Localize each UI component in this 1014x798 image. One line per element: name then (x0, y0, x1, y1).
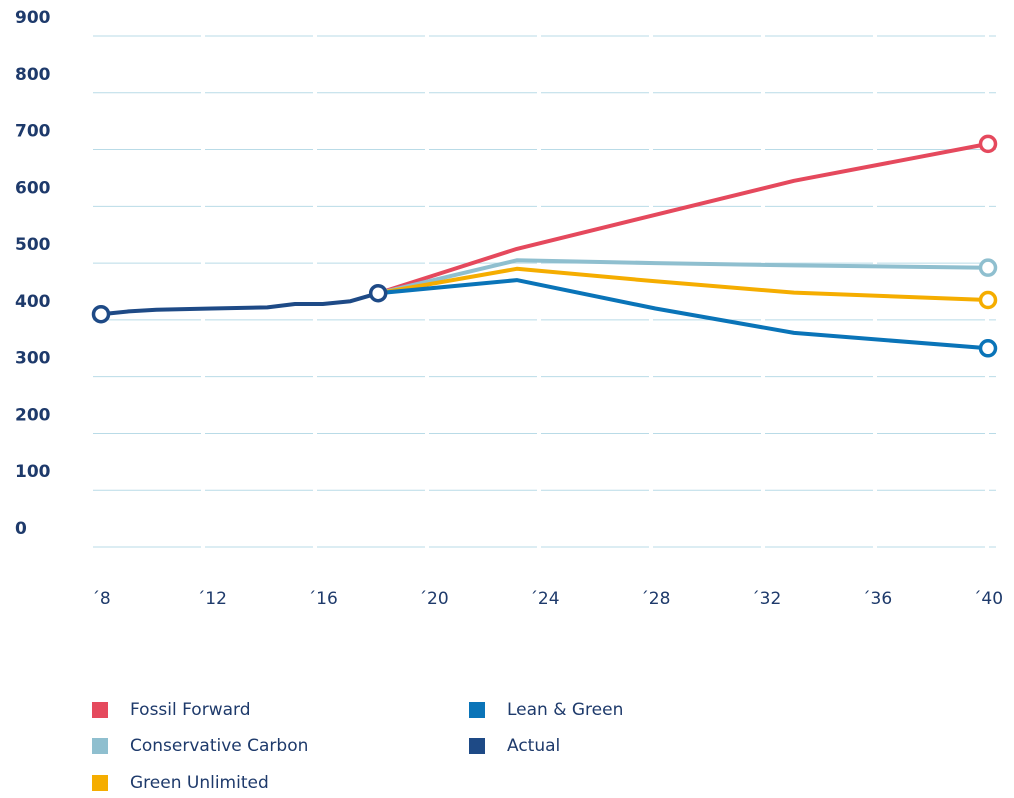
legend-swatch (469, 702, 485, 718)
y-tick-label: 500 (15, 235, 51, 255)
legend: Fossil Forward Conservative Carbon Green… (92, 698, 792, 793)
y-tick-label: 300 (15, 349, 51, 369)
line-chart: 0 100 200 300 400 500 600 700 800 900 ´8 ´12 ´16 ´20… (15, 8, 1003, 609)
series-lines (99, 141, 990, 351)
x-tick-label: ´24 (529, 589, 559, 609)
legend-item-green-unlimited: Green Unlimited (92, 771, 269, 795)
legend-label: Green Unlimited (130, 773, 269, 793)
legend-swatch (469, 738, 485, 754)
y-tick-label: 400 (15, 292, 51, 312)
legend-label: Actual (507, 736, 561, 756)
y-tick-label: 900 (15, 8, 51, 28)
series-line (376, 141, 990, 296)
series-markers (91, 134, 998, 358)
series-line (99, 291, 381, 317)
series-marker (978, 134, 998, 154)
legend-label: Conservative Carbon (130, 736, 309, 756)
legend-item-lean-green: Lean & Green (469, 698, 623, 722)
y-tick-label: 800 (15, 65, 51, 85)
series-line (376, 266, 990, 302)
x-tick-label: ´40 (973, 589, 1003, 609)
legend-item-actual: Actual (469, 734, 560, 758)
y-tick-label: 700 (15, 122, 51, 142)
legend-item-conservative-carbon: Conservative Carbon (92, 734, 308, 758)
x-tick-label: ´12 (197, 589, 227, 609)
series-marker (91, 304, 111, 324)
y-tick-label: 0 (15, 519, 27, 539)
legend-label: Fossil Forward (130, 700, 251, 720)
x-tick-label: ´36 (862, 589, 892, 609)
legend-swatch (92, 775, 108, 791)
x-tick-label: ´20 (419, 589, 449, 609)
x-axis-ticks: ´8 ´12 ´16 ´20 ´24 ´28 ´32 ´36 ´40 (91, 589, 1003, 609)
x-tick-label: ´28 (640, 589, 670, 609)
series-line (376, 278, 990, 351)
legend-swatch (92, 738, 108, 754)
series-marker (978, 339, 998, 358)
x-tick-label: ´32 (751, 589, 781, 609)
series-marker (368, 283, 388, 303)
y-tick-label: 100 (15, 462, 51, 482)
series-marker (978, 258, 998, 277)
series-marker (978, 290, 998, 310)
y-tick-label: 200 (15, 405, 51, 425)
x-tick-label: ´16 (308, 589, 338, 609)
series-line (376, 258, 990, 296)
x-tick-label: ´8 (91, 589, 110, 609)
y-axis-ticks: 0 100 200 300 400 500 600 700 800 900 (15, 8, 51, 539)
y-tick-label: 600 (15, 178, 51, 198)
legend-item-fossil-forward: Fossil Forward (92, 698, 251, 722)
grid-lines (93, 35, 996, 548)
legend-swatch (92, 702, 108, 718)
legend-label: Lean & Green (507, 700, 624, 720)
